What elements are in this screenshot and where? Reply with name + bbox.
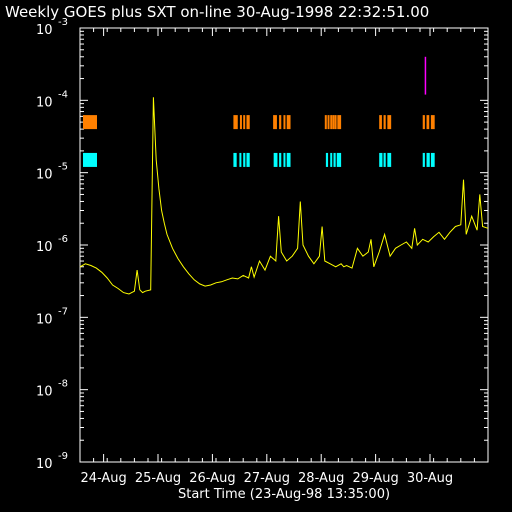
y-tick-label: 10 bbox=[36, 312, 53, 327]
y-tick-label: 10 bbox=[36, 168, 53, 183]
cyan-segment bbox=[325, 152, 329, 167]
y-tick-exponent: -9 bbox=[58, 451, 68, 462]
x-tick-label: 24-Aug bbox=[80, 471, 126, 486]
y-tick-exponent: -6 bbox=[58, 234, 68, 245]
y-tick-label: 10 bbox=[36, 240, 53, 255]
cyan-segment bbox=[233, 152, 237, 167]
orange-segment bbox=[239, 115, 242, 130]
cyan-segment bbox=[246, 152, 250, 167]
orange-segment bbox=[379, 115, 382, 130]
x-tick-label: 29-Aug bbox=[352, 471, 398, 486]
x-axis: 24-Aug 25-Aug 26-Aug 27-Aug 28-Aug 29-Aug 30-A… bbox=[79, 28, 489, 486]
orange-segment bbox=[426, 115, 430, 130]
y-tick-label: 10 bbox=[36, 457, 53, 472]
cyan-segment bbox=[383, 152, 386, 167]
x-tick-label: 25-Aug bbox=[135, 471, 181, 486]
y-tick-exponent: -3 bbox=[58, 17, 68, 28]
orange-segment bbox=[286, 115, 291, 130]
x-tick-label: 28-Aug bbox=[298, 471, 344, 486]
x-axis-label: Start Time (23-Aug-98 13:35:00) bbox=[178, 487, 390, 502]
orange-segment bbox=[324, 115, 327, 130]
orange-segment bbox=[330, 115, 333, 130]
x-tick-label: 26-Aug bbox=[189, 471, 235, 486]
orange-segment bbox=[337, 115, 342, 130]
chart-title: Weekly GOES plus SXT on-line 30-Aug-1998… bbox=[5, 3, 429, 21]
cyan-segment bbox=[279, 152, 282, 167]
cyan-segment bbox=[330, 152, 333, 167]
orange-segment bbox=[233, 115, 238, 130]
y-tick-label: 10 bbox=[36, 23, 53, 38]
y-tick-exponent: -5 bbox=[58, 162, 68, 173]
cyan-segment bbox=[286, 152, 291, 167]
cyan-segment bbox=[422, 152, 425, 167]
y-tick-exponent: -8 bbox=[58, 379, 68, 390]
y-axis: 10 -9 10 -8 10 -7 10 -6 10 -5 10 -4 10 -3 bbox=[36, 17, 488, 472]
series-lines bbox=[79, 97, 489, 295]
orange-segment bbox=[332, 115, 335, 130]
goes-flux-line-0 bbox=[79, 97, 489, 295]
cyan-segment bbox=[387, 152, 392, 167]
orange-legend-box bbox=[83, 115, 97, 130]
orange-segment bbox=[327, 115, 330, 130]
orange-segment bbox=[387, 115, 392, 130]
orange-segment bbox=[334, 115, 337, 130]
orange-segment bbox=[283, 115, 286, 130]
cyan-legend-box bbox=[83, 152, 97, 167]
orange-segment bbox=[430, 115, 435, 130]
orange-segment bbox=[422, 115, 425, 130]
x-tick-label: 27-Aug bbox=[244, 471, 290, 486]
cyan-segment bbox=[239, 152, 242, 167]
y-tick-exponent: -7 bbox=[58, 306, 68, 317]
cyan-segment bbox=[379, 152, 383, 167]
y-tick-label: 10 bbox=[36, 385, 53, 400]
y-tick-label: 10 bbox=[36, 95, 53, 110]
orange-segment bbox=[243, 115, 246, 130]
cyan-segment bbox=[426, 152, 430, 167]
sxt-markers bbox=[83, 56, 435, 167]
cyan-segment bbox=[336, 152, 342, 167]
cyan-segment bbox=[243, 152, 246, 167]
x-tick-label: 30-Aug bbox=[407, 471, 453, 486]
cyan-segment bbox=[430, 152, 435, 167]
orange-segment bbox=[246, 115, 250, 130]
orange-segment bbox=[279, 115, 282, 130]
orange-segment bbox=[273, 115, 277, 130]
plot-frame bbox=[79, 27, 489, 463]
cyan-segment bbox=[333, 152, 336, 167]
cyan-segment bbox=[273, 152, 278, 167]
orange-segment bbox=[383, 115, 386, 130]
y-tick-exponent: -4 bbox=[58, 89, 68, 100]
cyan-segment bbox=[283, 152, 286, 167]
